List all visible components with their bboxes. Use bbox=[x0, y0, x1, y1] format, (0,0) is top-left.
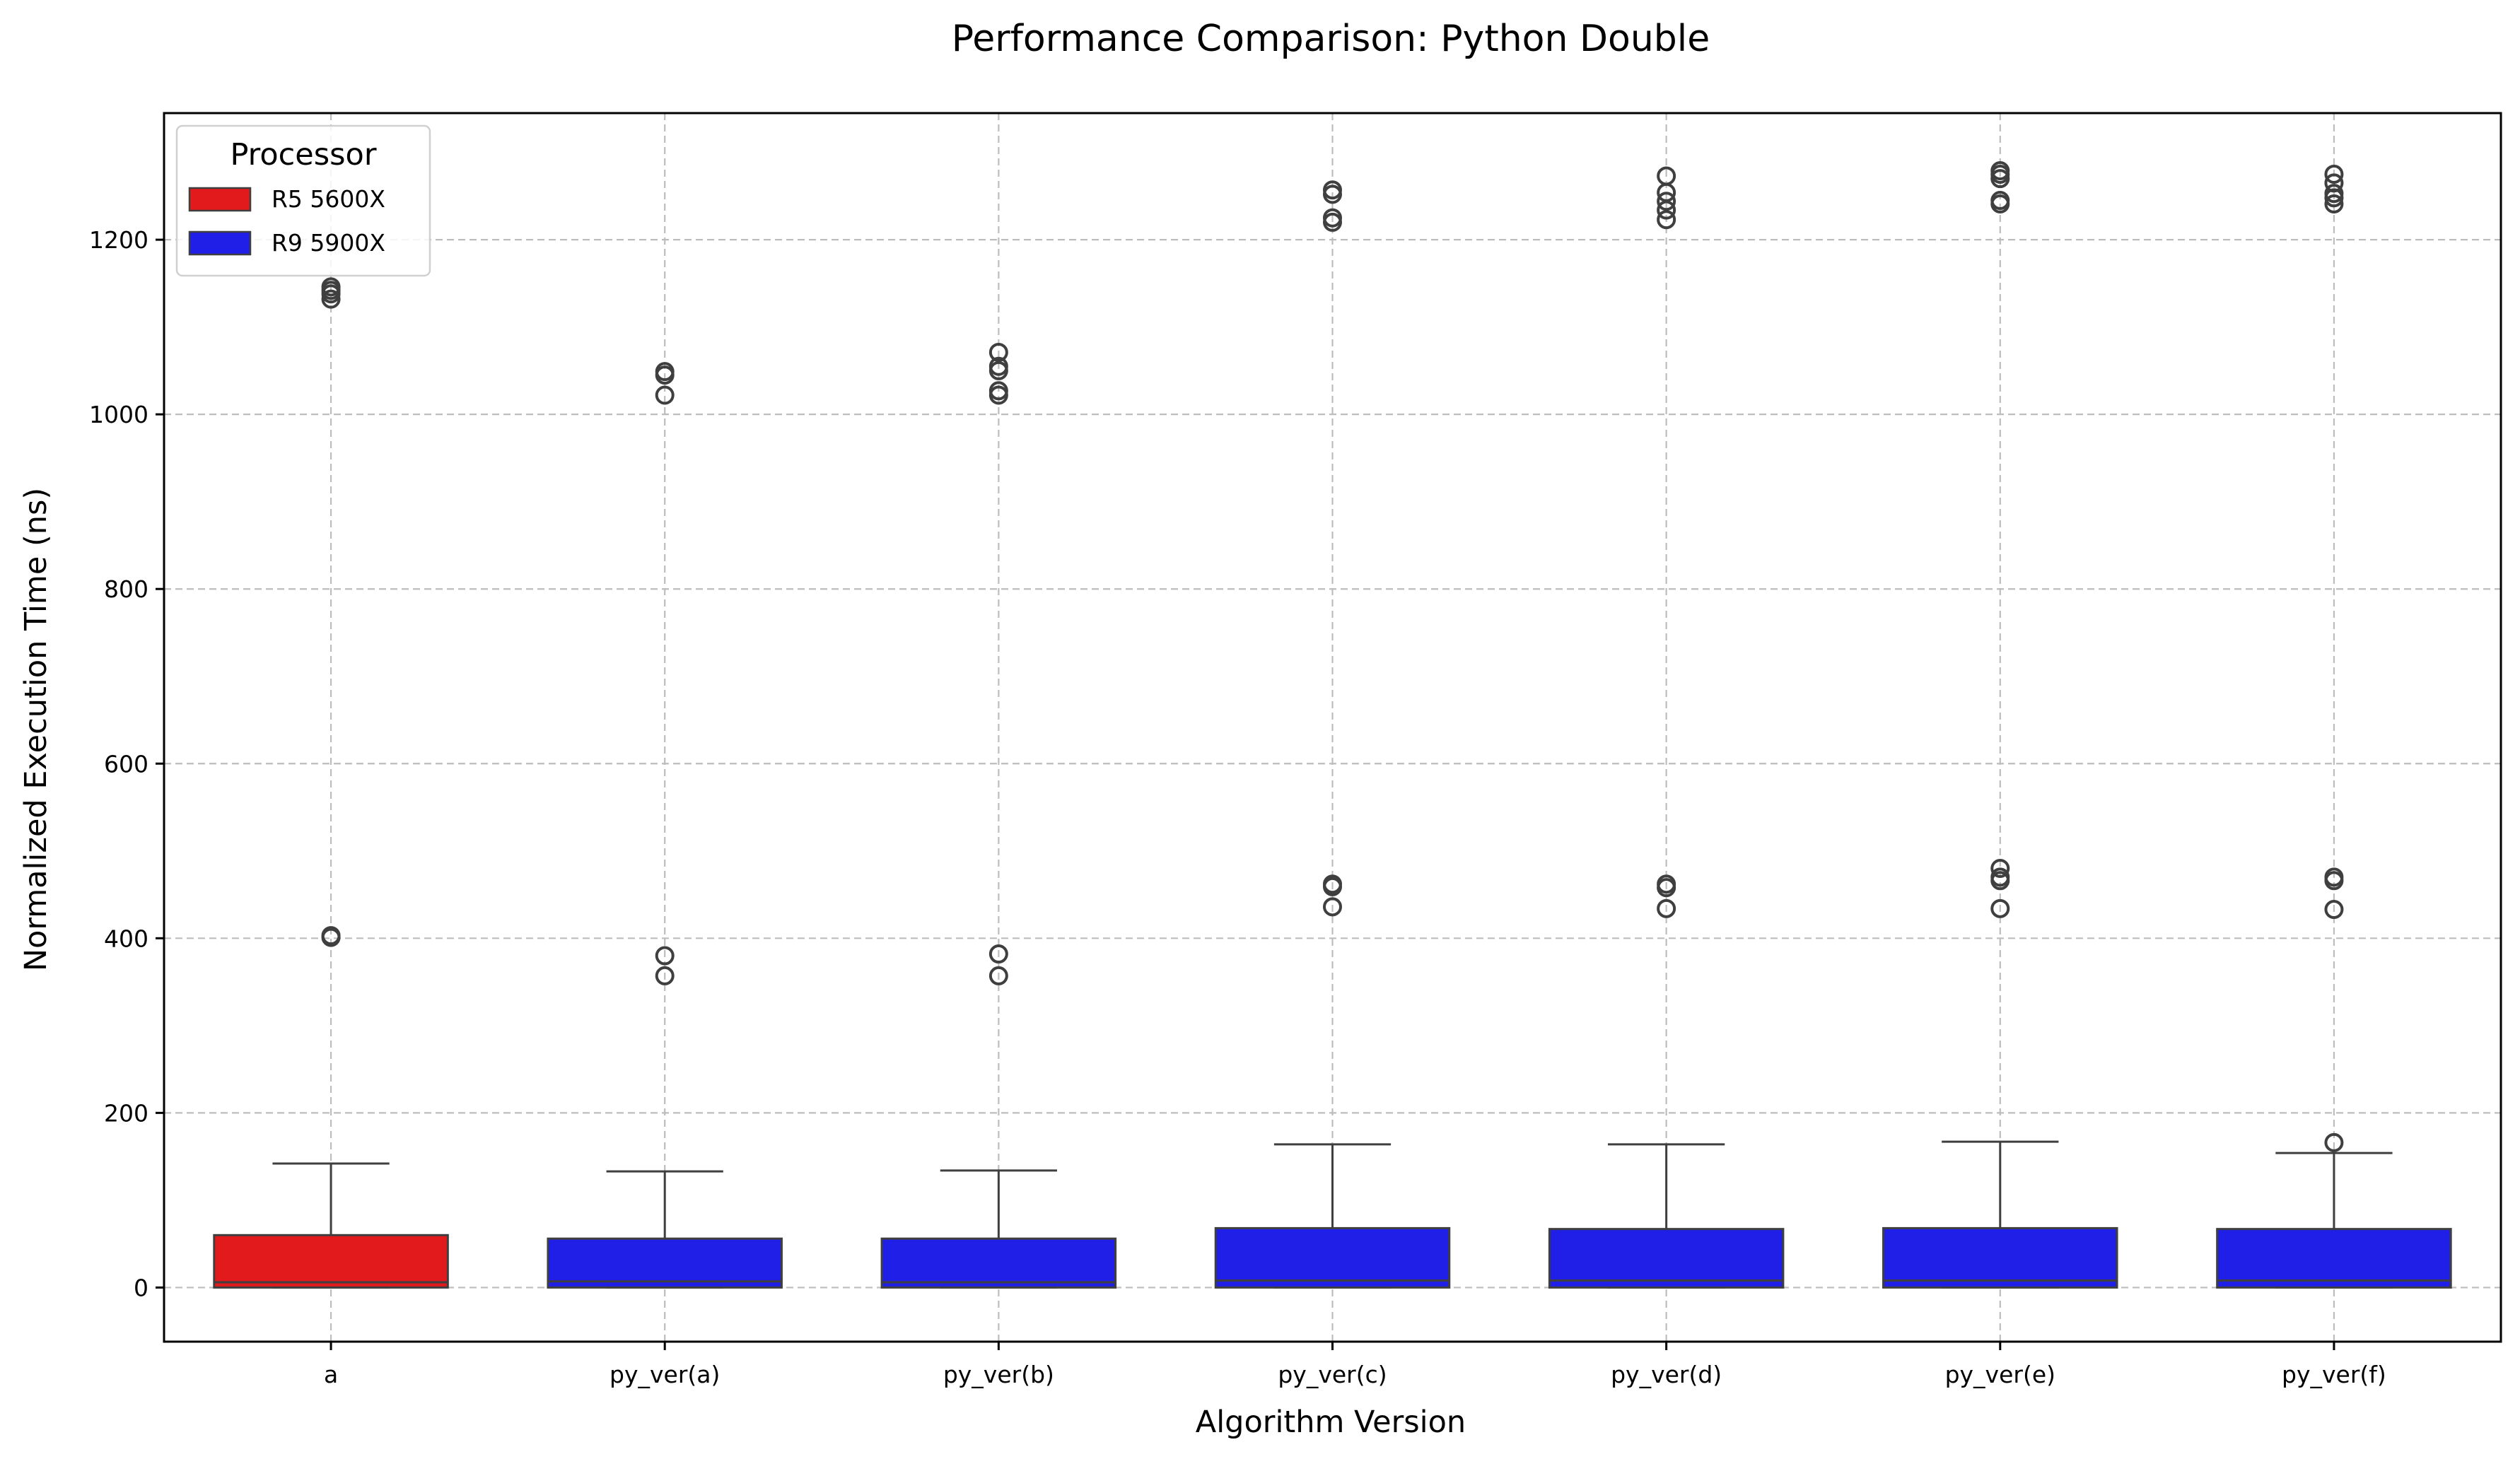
outlier-point bbox=[1990, 191, 2010, 211]
outlier-point bbox=[1990, 161, 2010, 181]
x-axis-title: Algorithm Version bbox=[1196, 1405, 1466, 1440]
outlier-point bbox=[1657, 166, 1676, 186]
chart-title: Performance Comparison: Python Double bbox=[952, 18, 1710, 60]
box-iqr bbox=[1214, 1226, 1451, 1289]
outlier-point bbox=[2324, 194, 2344, 213]
outlier-point bbox=[1657, 192, 1676, 211]
outlier-point bbox=[1323, 897, 1342, 917]
outlier-point bbox=[1323, 180, 1342, 200]
box-iqr bbox=[2216, 1228, 2452, 1289]
outlier-point bbox=[1990, 898, 2010, 918]
y-tick-label: 1000 bbox=[89, 401, 148, 428]
box-py_ver(a) bbox=[547, 362, 783, 1289]
legend-swatch bbox=[188, 187, 252, 212]
outlier-point bbox=[1323, 874, 1342, 894]
outlier-point bbox=[321, 289, 341, 309]
box-iqr bbox=[1882, 1226, 2118, 1289]
outlier-point bbox=[988, 966, 1008, 985]
outlier-point bbox=[988, 356, 1008, 376]
outlier-point bbox=[988, 381, 1008, 401]
y-tick-label: 1200 bbox=[89, 226, 148, 254]
x-tick-label: py_ver(c) bbox=[1278, 1361, 1387, 1388]
outlier-point bbox=[655, 385, 675, 405]
box-py_ver(c) bbox=[1214, 180, 1451, 1289]
outlier-point bbox=[988, 342, 1008, 362]
outlier-point bbox=[2324, 900, 2344, 920]
x-tick-label: py_ver(d) bbox=[1611, 1361, 1722, 1388]
legend: Processor R5 5600X R9 5900X bbox=[175, 124, 431, 277]
outlier-point bbox=[1990, 858, 2010, 878]
box-a bbox=[213, 277, 449, 1289]
y-tick-label: 0 bbox=[134, 1274, 148, 1301]
box-py_ver(f) bbox=[2216, 164, 2452, 1289]
axes: 0 200 400 600 800 1000 1200 a py_ver(a) py_ver(b)… bbox=[89, 112, 2502, 1388]
y-tick-label: 200 bbox=[104, 1099, 148, 1127]
outlier-point bbox=[1657, 898, 1676, 918]
box-py_ver(b) bbox=[880, 342, 1117, 1289]
outlier-point bbox=[655, 946, 675, 966]
legend-label: R9 5900X bbox=[272, 229, 385, 257]
box-py_ver(e) bbox=[1882, 161, 2118, 1289]
box-iqr bbox=[880, 1237, 1117, 1289]
legend-title: Processor bbox=[230, 137, 376, 172]
outlier-point bbox=[1657, 210, 1676, 230]
box-iqr bbox=[547, 1237, 783, 1289]
outlier-point bbox=[321, 277, 341, 297]
box-series bbox=[213, 161, 2452, 1289]
x-tick-label: py_ver(b) bbox=[943, 1361, 1054, 1388]
box-iqr bbox=[213, 1234, 449, 1289]
y-axis-title: Normalized Execution Time (ns) bbox=[18, 488, 54, 971]
grid-lines bbox=[164, 113, 2501, 1342]
outlier-point bbox=[655, 362, 675, 382]
box-iqr bbox=[1548, 1228, 1785, 1289]
outlier-point bbox=[1990, 867, 2010, 887]
y-tick-label: 600 bbox=[104, 750, 148, 778]
outlier-point bbox=[655, 966, 675, 985]
y-tick-label: 400 bbox=[104, 925, 148, 952]
x-tick-label: py_ver(f) bbox=[2282, 1361, 2386, 1388]
outlier-point bbox=[1657, 874, 1676, 894]
x-tick-label: py_ver(e) bbox=[1945, 1361, 2055, 1388]
y-tick-label: 800 bbox=[104, 575, 148, 603]
x-tick-label: py_ver(a) bbox=[609, 1361, 720, 1388]
outlier-point bbox=[1323, 208, 1342, 228]
outlier-point bbox=[2324, 184, 2344, 204]
box-py_ver(d) bbox=[1548, 166, 1785, 1289]
outlier-point bbox=[2324, 173, 2344, 193]
outlier-point bbox=[2324, 1132, 2344, 1152]
legend-label: R5 5600X bbox=[272, 185, 385, 213]
outlier-point bbox=[321, 926, 341, 946]
outlier-point bbox=[988, 944, 1008, 964]
outlier-point bbox=[2324, 867, 2344, 887]
legend-swatch bbox=[188, 230, 252, 256]
outlier-point bbox=[2324, 164, 2344, 184]
x-tick-label: a bbox=[324, 1361, 338, 1388]
